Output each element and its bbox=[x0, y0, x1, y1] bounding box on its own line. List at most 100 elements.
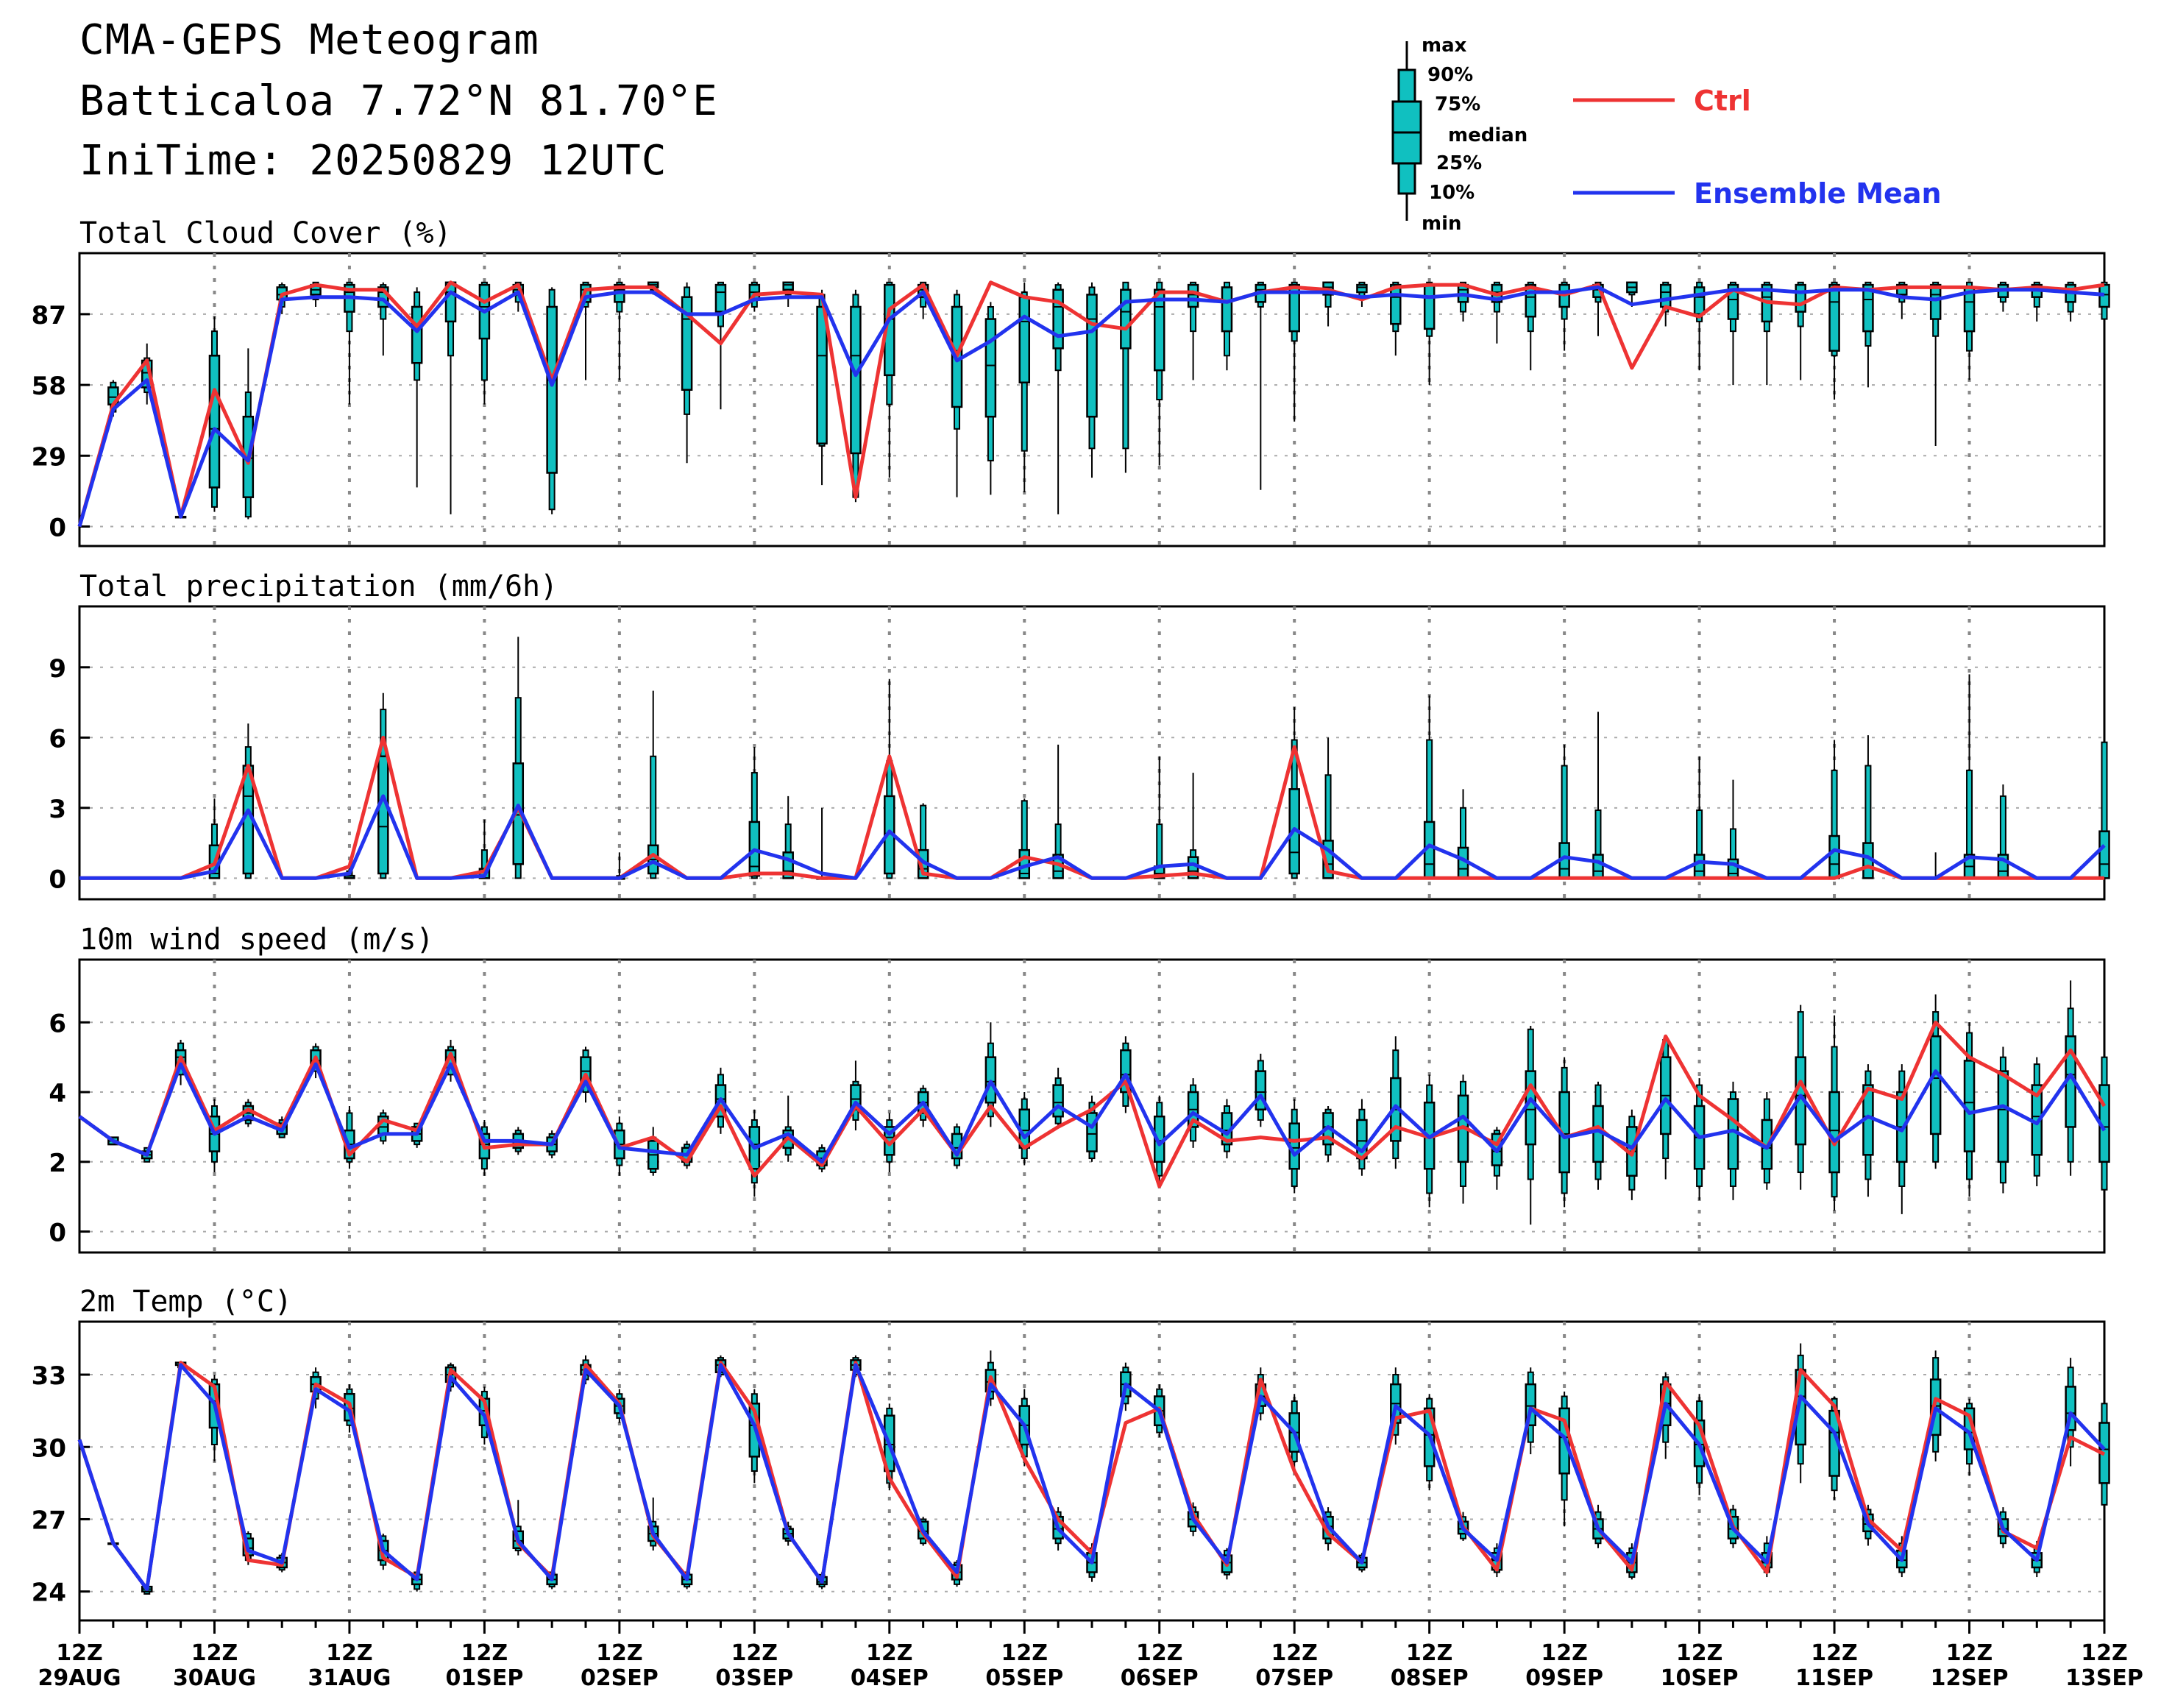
legend-mean-label: Ensemble Mean bbox=[1694, 177, 1942, 210]
ensemble-box bbox=[614, 281, 625, 380]
box-25-75 bbox=[816, 305, 828, 444]
ensemble-box bbox=[1018, 282, 1031, 493]
box-25-75 bbox=[1862, 283, 1874, 333]
box-25-75 bbox=[1356, 283, 1368, 294]
box-25-75 bbox=[1052, 288, 1064, 350]
meteogram-title: CMA-GEPS Meteogram bbox=[79, 16, 539, 64]
x-tick-date: 10SEP bbox=[1661, 1665, 1739, 1691]
x-tick-date: 29AUG bbox=[38, 1665, 121, 1691]
box-25-75 bbox=[1997, 1070, 2009, 1163]
y-tick-label: 9 bbox=[49, 654, 66, 684]
x-tick-hour: 12Z bbox=[596, 1640, 643, 1666]
x-tick-date: 13SEP bbox=[2065, 1665, 2143, 1691]
ensemble-box bbox=[1862, 1064, 1874, 1197]
x-tick-date: 11SEP bbox=[1795, 1665, 1873, 1691]
box-10-90 bbox=[650, 755, 657, 879]
panel-1: Total Cloud Cover (%) 0 29 58 87 bbox=[32, 216, 2110, 548]
ensemble-box bbox=[1255, 281, 1267, 490]
ensemble-box bbox=[1727, 281, 1739, 386]
ensemble-box bbox=[714, 281, 727, 410]
x-tick-date: 12SEP bbox=[1931, 1665, 2009, 1691]
ensemble-box bbox=[1929, 281, 1942, 447]
ensemble-box bbox=[884, 678, 895, 879]
legend-box-label: 90% bbox=[1427, 64, 1473, 86]
ctrl-line bbox=[77, 280, 2105, 528]
ensemble-box bbox=[242, 348, 255, 520]
ensemble-box bbox=[1390, 1036, 1402, 1169]
ensemble-box bbox=[1828, 1015, 1840, 1211]
ensemble-box bbox=[1761, 281, 1773, 386]
ensemble-box bbox=[1288, 281, 1300, 422]
ensemble-box bbox=[1491, 281, 1503, 344]
box-25-75 bbox=[782, 281, 794, 291]
legend-box-label: 25% bbox=[1436, 152, 1482, 174]
box-25-75 bbox=[1592, 854, 1604, 879]
box-25-75 bbox=[411, 305, 423, 364]
y-tick-label: 0 bbox=[49, 513, 66, 542]
ensemble-box bbox=[1052, 1067, 1064, 1127]
panel-2: Total precipitation (mm/6h) 0 3 6 9 bbox=[49, 570, 2110, 901]
y-tick-label: 4 bbox=[49, 1079, 66, 1108]
ensemble-box bbox=[2098, 714, 2110, 879]
ensemble-box bbox=[2098, 1389, 2110, 1525]
box-25-75 bbox=[1929, 1035, 1942, 1135]
ensemble-box bbox=[1558, 1391, 1570, 1527]
ensemble-box bbox=[344, 281, 355, 405]
ensemble-box bbox=[1052, 282, 1064, 514]
box-25-75 bbox=[850, 305, 862, 455]
ensemble-mean-line bbox=[77, 1363, 2106, 1591]
box-25-75 bbox=[1390, 283, 1402, 325]
box-25-75 bbox=[681, 296, 693, 391]
ensemble-box bbox=[208, 316, 221, 512]
ensemble-box bbox=[1423, 1074, 1436, 1208]
x-tick-hour: 12Z bbox=[1136, 1640, 1183, 1666]
ensemble-box bbox=[1322, 1106, 1334, 1162]
panel-3: 10m wind speed (m/s) 0 2 4 6 bbox=[49, 923, 2110, 1254]
y-tick-label: 6 bbox=[49, 1009, 66, 1038]
y-tick-label: 2 bbox=[49, 1149, 66, 1178]
ensemble-box bbox=[647, 690, 659, 879]
ensemble-box bbox=[1457, 281, 1469, 322]
ensemble-box bbox=[1997, 281, 2009, 312]
panel-title: Total Cloud Cover (%) bbox=[79, 216, 452, 250]
time-axis: 12Z29AUG12Z30AUG12Z31AUG12Z01SEP12Z02SEP… bbox=[38, 1620, 2143, 1691]
ensemble-box bbox=[1018, 1092, 1031, 1166]
ensemble-box bbox=[647, 1127, 659, 1176]
x-tick-hour: 12Z bbox=[1946, 1640, 1993, 1666]
box-25-75 bbox=[1221, 286, 1233, 333]
ensemble-box bbox=[1963, 674, 1976, 879]
ensemble-box bbox=[782, 281, 794, 307]
ensemble-box bbox=[1592, 1081, 1604, 1190]
ensemble-box bbox=[1997, 784, 2009, 879]
x-tick-hour: 12Z bbox=[2081, 1640, 2128, 1666]
box-25-75 bbox=[2098, 830, 2110, 879]
ensemble-box bbox=[951, 289, 963, 497]
ensemble-box bbox=[546, 287, 558, 514]
ensemble-box bbox=[1693, 756, 1706, 879]
y-tick-label: 24 bbox=[32, 1578, 66, 1608]
ensemble-box bbox=[242, 723, 255, 879]
ensemble-box bbox=[1828, 281, 1840, 400]
legend-box-label: median bbox=[1448, 124, 1527, 146]
box-25-75 bbox=[1052, 1084, 1064, 1118]
location-label: Batticaloa 7.72°N 81.70°E bbox=[79, 77, 718, 125]
x-tick-hour: 12Z bbox=[1271, 1640, 1318, 1666]
x-tick-date: 01SEP bbox=[445, 1665, 523, 1691]
box-25-75 bbox=[1423, 283, 1436, 330]
ensemble-box bbox=[1929, 994, 1942, 1169]
x-tick-date: 03SEP bbox=[715, 1665, 793, 1691]
ensemble-box bbox=[1828, 740, 1840, 879]
ensemble-mean-line bbox=[78, 1062, 2107, 1164]
ensemble-box bbox=[816, 807, 828, 880]
ensemble-box bbox=[782, 1095, 794, 1162]
x-tick-hour: 12Z bbox=[56, 1640, 103, 1666]
box-25-75 bbox=[714, 283, 727, 313]
x-tick-date: 09SEP bbox=[1525, 1665, 1603, 1691]
x-tick-hour: 12Z bbox=[1001, 1640, 1048, 1666]
ensemble-box bbox=[444, 281, 457, 514]
y-tick-label: 27 bbox=[32, 1506, 66, 1535]
ensemble-box bbox=[2098, 281, 2110, 344]
x-tick-date: 06SEP bbox=[1121, 1665, 1199, 1691]
ensemble-box bbox=[1457, 789, 1469, 879]
ensemble-box bbox=[1558, 1057, 1570, 1208]
